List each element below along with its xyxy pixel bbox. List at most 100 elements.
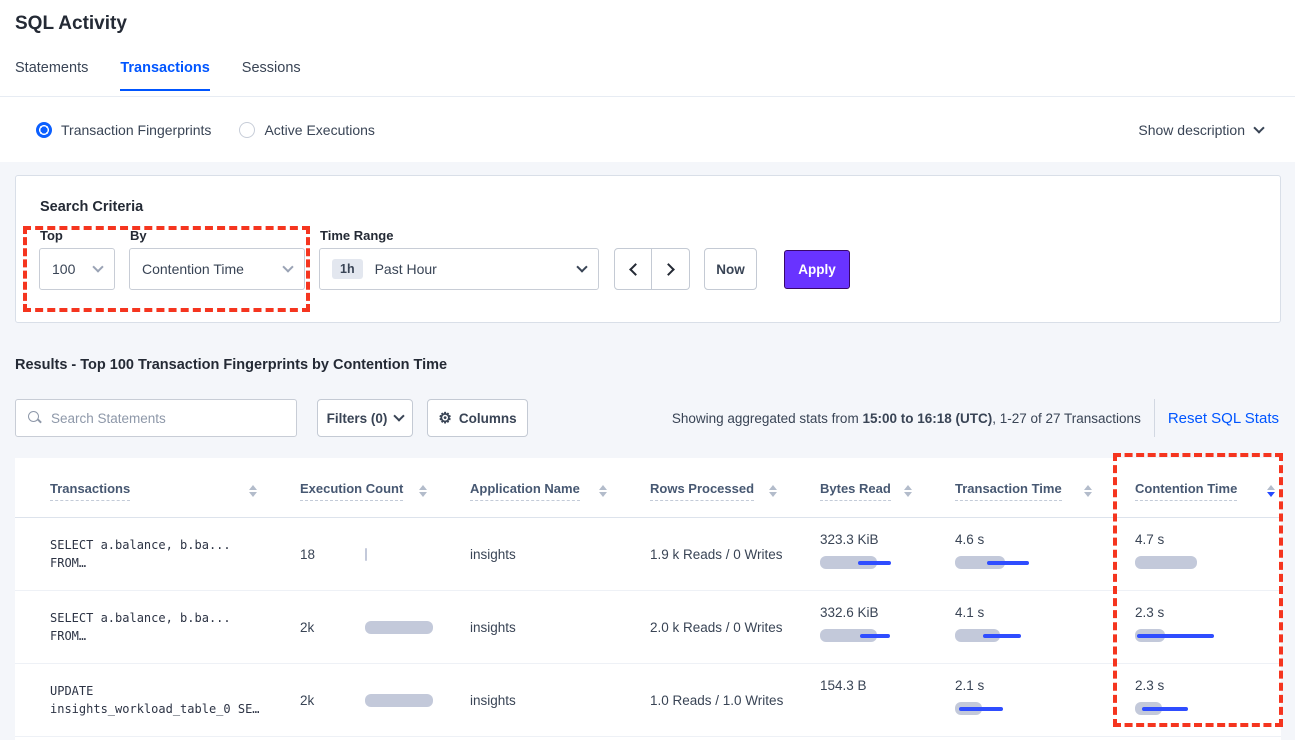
now-button[interactable]: Now: [704, 248, 757, 290]
contention-time-cell: 4.7 s: [1120, 518, 1281, 590]
stats-time-range: 15:00 to 16:18 (UTC): [862, 410, 993, 426]
time-nav-group: [614, 248, 690, 290]
contention-time-bar: [1135, 702, 1235, 715]
filters-label: Filters (0): [326, 410, 388, 426]
search-statements-input[interactable]: [51, 410, 284, 426]
time-prev-button[interactable]: [614, 248, 652, 290]
bytes-read-bar: [820, 556, 920, 569]
column-header-application-name[interactable]: Application Name: [455, 481, 635, 501]
execution-count-bar: [364, 547, 455, 561]
sort-icon[interactable]: [419, 484, 427, 497]
search-criteria-heading: Search Criteria: [40, 199, 144, 215]
column-header-transactions[interactable]: Transactions: [15, 481, 285, 501]
execution-count-cell: 2k: [285, 664, 455, 736]
sort-icon-active-desc[interactable]: [1267, 484, 1275, 497]
bytes-read-cell: 323.3 KiB: [805, 518, 940, 590]
radio-label: Active Executions: [264, 121, 375, 138]
execution-count-cell: 18: [285, 518, 455, 590]
sort-icon[interactable]: [769, 484, 777, 497]
stats-line: Showing aggregated stats from 15:00 to 1…: [672, 399, 1281, 437]
bytes-read-bar: [820, 629, 920, 642]
execution-count-bar: [364, 693, 455, 707]
view-radio-group: Transaction Fingerprints Active Executio…: [36, 121, 375, 138]
transaction-fingerprint-link[interactable]: SELECT a.balance, b.ba... FROM…: [50, 611, 231, 643]
view-toggle-bar: Transaction Fingerprints Active Executio…: [0, 97, 1295, 162]
time-range-badge: 1h: [332, 259, 363, 279]
chevron-down-icon: [1253, 121, 1265, 134]
sort-icon[interactable]: [249, 484, 257, 497]
radio-transaction-fingerprints[interactable]: Transaction Fingerprints: [36, 121, 212, 138]
transactions-table: Transactions Execution Count Application…: [15, 458, 1281, 740]
application-name-cell: insights: [470, 692, 516, 708]
search-criteria-panel: Search Criteria Top 100 By Contention Ti…: [15, 175, 1281, 323]
sort-icon[interactable]: [599, 484, 607, 497]
by-label: By: [130, 228, 147, 243]
chevron-down-icon: [282, 261, 294, 273]
transaction-time-bar: [955, 629, 1055, 642]
execution-count-cell: 2k: [285, 591, 455, 663]
tab-sessions[interactable]: Sessions: [241, 60, 301, 76]
filters-button[interactable]: Filters (0): [317, 399, 413, 437]
table-row[interactable]: SELECT a.balance, b.ba... FROM… 18 insig…: [15, 518, 1281, 591]
top-label: Top: [40, 228, 63, 243]
application-name-cell: insights: [470, 619, 516, 635]
apply-button[interactable]: Apply: [784, 250, 850, 289]
search-icon: [28, 411, 42, 425]
chevron-down-icon: [92, 261, 104, 273]
contention-time-bar: [1135, 556, 1235, 569]
results-heading: Results - Top 100 Transaction Fingerprin…: [15, 357, 448, 373]
time-range-label: Time Range: [320, 228, 394, 243]
transaction-time-cell: 2.1 s: [940, 664, 1120, 736]
search-statements-box: [15, 399, 297, 437]
column-header-contention-time[interactable]: Contention Time: [1120, 481, 1281, 501]
contention-time-cell: 2.3 s: [1120, 591, 1281, 663]
columns-button[interactable]: ⚙ Columns: [427, 399, 528, 437]
contention-time-bar: [1135, 629, 1235, 642]
radio-active-executions[interactable]: Active Executions: [239, 121, 375, 138]
radio-label: Transaction Fingerprints: [61, 121, 212, 138]
column-header-execution-count[interactable]: Execution Count: [285, 481, 455, 501]
time-range-select[interactable]: 1h Past Hour: [319, 248, 599, 290]
table-row[interactable]: UPDATE insights_workload_table_0 SE… 2k …: [15, 664, 1281, 737]
by-select-value: Contention Time: [142, 261, 244, 277]
chevron-right-icon: [662, 262, 675, 276]
gear-icon: ⚙: [438, 409, 452, 427]
show-description-label: Show description: [1138, 121, 1245, 138]
reset-sql-stats-link[interactable]: Reset SQL Stats: [1167, 409, 1279, 427]
tab-statements[interactable]: Statements: [15, 60, 89, 76]
bytes-read-bar: [820, 702, 920, 715]
radio-unselected-icon: [239, 121, 256, 138]
chevron-down-icon: [393, 410, 406, 422]
tabs-divider: [0, 96, 1295, 97]
show-description-toggle[interactable]: Show description: [1138, 97, 1265, 162]
column-header-bytes-read[interactable]: Bytes Read: [805, 481, 940, 501]
transaction-fingerprint-link[interactable]: UPDATE insights_workload_table_0 SE…: [50, 684, 260, 716]
transaction-time-cell: 4.6 s: [940, 518, 1120, 590]
transaction-time-bar: [955, 556, 1055, 569]
divider: [1153, 399, 1155, 437]
rows-processed-cell: 1.9 k Reads / 0 Writes: [650, 546, 783, 562]
time-range-value: Past Hour: [374, 261, 437, 277]
column-header-rows-processed[interactable]: Rows Processed: [635, 481, 805, 501]
transaction-time-bar: [955, 702, 1055, 715]
page-title: SQL Activity: [15, 13, 127, 34]
column-header-transaction-time[interactable]: Transaction Time: [940, 481, 1120, 501]
rows-processed-cell: 1.0 Reads / 1.0 Writes: [650, 692, 784, 708]
sort-icon[interactable]: [1084, 484, 1092, 497]
top-select[interactable]: 100: [39, 248, 115, 290]
transaction-fingerprint-link[interactable]: SELECT a.balance, b.ba... FROM…: [50, 538, 231, 570]
radio-selected-icon: [36, 121, 52, 138]
chevron-left-icon: [628, 262, 642, 276]
by-select[interactable]: Contention Time: [129, 248, 305, 290]
time-next-button[interactable]: [652, 248, 690, 290]
contention-time-cell: 2.3 s: [1120, 664, 1281, 736]
execution-count-bar: [364, 620, 455, 634]
tab-bar: Statements Transactions Sessions: [15, 60, 301, 91]
top-select-value: 100: [52, 261, 76, 277]
columns-label: Columns: [458, 410, 517, 426]
tab-transactions[interactable]: Transactions: [120, 60, 210, 91]
sort-icon[interactable]: [904, 484, 912, 497]
rows-processed-cell: 2.0 k Reads / 0 Writes: [650, 619, 783, 635]
application-name-cell: insights: [470, 546, 516, 562]
table-row[interactable]: SELECT a.balance, b.ba... FROM… 2k insig…: [15, 591, 1281, 664]
